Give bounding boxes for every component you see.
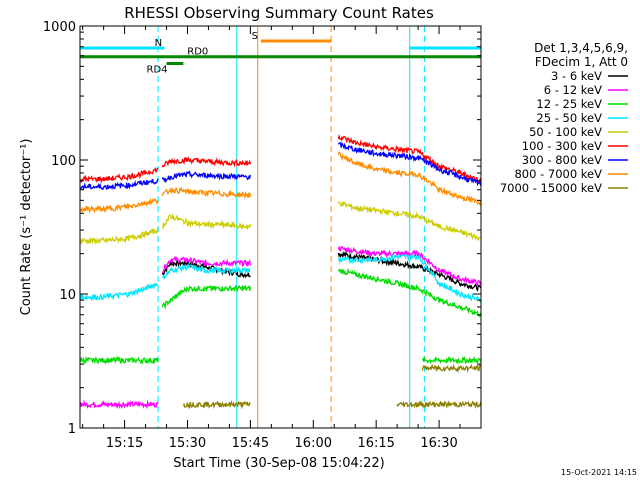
legend: Det 1,3,4,5,6,9, FDecim 1, Att 0 3 - 6 k…: [500, 41, 628, 195]
series-4-segment-1: [161, 213, 252, 231]
plot-area: N S RD0 RD4: [80, 26, 481, 428]
series-7-segment-1: [161, 186, 252, 200]
x-tick-label: 16:15: [357, 436, 394, 451]
legend-label: 100 - 300 keV: [522, 139, 602, 153]
series-3-segment-0: [80, 282, 159, 302]
series-8-segment-0: [182, 400, 251, 410]
x-tick-label: 15:45: [232, 436, 269, 451]
y-axis-label: Count Rate (s⁻¹ detector⁻¹): [19, 139, 34, 316]
series-2-segment-2: [337, 267, 481, 318]
series-1-segment-1: [161, 255, 252, 274]
legend-label: 25 - 50 keV: [536, 111, 602, 125]
legend-label: 300 - 800 keV: [522, 153, 602, 167]
series-7-segment-2: [337, 151, 481, 207]
top-bar-label-0: N: [155, 38, 162, 49]
x-tick-label: 15:15: [106, 436, 143, 451]
legend-header-line-2: FDecim 1, Att 0: [535, 55, 628, 69]
series-2-segment-0: [80, 355, 159, 366]
y-tick-label: 1: [68, 422, 76, 437]
series-2-segment-3: [421, 355, 481, 366]
x-tick-label: 15:30: [169, 436, 206, 451]
series-6-segment-2: [337, 141, 481, 187]
chart-title: RHESSI Observing Summary Count Rates: [124, 4, 434, 22]
series-5-segment-0: [80, 166, 159, 184]
x-axis-label: Start Time (30-Sep-08 15:04:22): [173, 456, 384, 471]
series-4-segment-2: [337, 201, 481, 241]
top-bar-label-2: S: [252, 31, 258, 42]
flag-bar-label-1: RD4: [147, 64, 168, 75]
series-4-segment-0: [80, 227, 159, 246]
x-tick-label: 16:00: [295, 436, 332, 451]
legend-label: 6 - 12 keV: [544, 83, 602, 97]
legend-label: 3 - 6 keV: [551, 69, 602, 83]
legend-label: 7000 - 15000 keV: [500, 181, 602, 195]
series-1-segment-0: [80, 399, 159, 410]
legend-label: 50 - 100 keV: [529, 125, 602, 139]
plot-frame: [79, 25, 482, 429]
x-tick-label: 16:30: [420, 436, 457, 451]
series-5-segment-1: [161, 155, 252, 168]
axes: 1 10 100 1000 15:15 15:30 15:45 16:00 16:15 16:30: [43, 20, 482, 451]
series-8-segment-1: [396, 399, 481, 409]
y-tick-label: 1000: [43, 20, 76, 35]
series-0-segment-1: [337, 250, 481, 292]
series-6-segment-0: [80, 178, 159, 191]
legend-header-line-1: Det 1,3,4,5,6,9,: [534, 41, 628, 55]
series-8-segment-2: [421, 363, 481, 374]
series-1-segment-2: [337, 245, 481, 286]
y-tick-label: 10: [59, 288, 76, 303]
footer-date: 15-Oct-2021 14:15: [561, 468, 637, 477]
series-7-segment-0: [80, 197, 159, 214]
series-2-segment-1: [161, 284, 252, 310]
legend-label: 12 - 25 keV: [536, 97, 602, 111]
series-3-segment-2: [337, 253, 481, 303]
y-tick-label: 100: [51, 154, 76, 169]
legend-label: 800 - 7000 keV: [514, 167, 602, 181]
series-6-segment-1: [161, 170, 252, 184]
series-5-segment-2: [337, 133, 481, 183]
series-3-segment-1: [161, 262, 251, 280]
flag-bar-label-0: RD0: [187, 47, 208, 58]
